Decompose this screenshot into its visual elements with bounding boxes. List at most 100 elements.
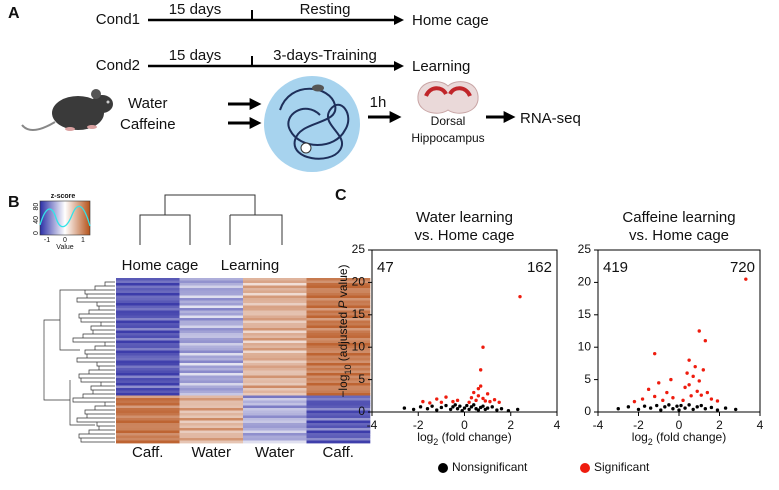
heatmap-cell [243, 325, 307, 329]
outcome: Learning [412, 58, 470, 75]
data-point [472, 390, 476, 395]
heatmap-cell [306, 340, 371, 344]
heatmap-cell [116, 355, 180, 359]
heatmap-cell [306, 355, 371, 359]
heatmap-cell [243, 403, 307, 406]
x-tick-label: 2 [507, 418, 514, 432]
heatmap-cell [306, 395, 371, 399]
heatmap-cell [179, 405, 244, 409]
heatmap-cell [179, 290, 244, 294]
heatmap-cell [306, 305, 371, 309]
data-point [455, 398, 460, 403]
x-axis-label-part: log [632, 430, 648, 444]
heatmap-cell [306, 365, 371, 369]
data-point [663, 405, 667, 409]
heatmap-cell [306, 293, 371, 296]
heatmap-cell [243, 408, 307, 411]
data-point [667, 403, 671, 407]
y-axis-label: −log10 (adjusted P value) [336, 264, 353, 397]
heatmap-cell [116, 398, 180, 401]
heatmap-cell [306, 343, 371, 346]
data-point [697, 379, 701, 383]
data-point [428, 401, 432, 405]
legend-label: Nonsignificant [452, 460, 528, 474]
x-axis-label-part: 2 [648, 437, 653, 447]
y-tick-label: 25 [352, 242, 366, 256]
key-xlabel: Value [56, 244, 73, 251]
heatmap-cell [179, 348, 244, 351]
duration: 15 days [169, 47, 222, 64]
data-point [705, 390, 710, 395]
mouse-icon [21, 89, 113, 132]
heatmap-cell [116, 383, 180, 386]
data-point [695, 389, 699, 393]
chart-title: Caffeine learning [622, 209, 735, 226]
heatmap-cell [116, 418, 180, 421]
heatmap-cell [179, 385, 244, 389]
heatmap-cell [179, 338, 244, 341]
data-point [465, 403, 469, 408]
heatmap-cell [179, 400, 244, 404]
heatmap-cell [179, 320, 244, 324]
data-point [683, 385, 687, 390]
heatmap-cell [179, 305, 244, 309]
heatmap-cell [306, 350, 371, 354]
heatmap-cell [306, 400, 371, 404]
heatmap-cell [116, 435, 180, 439]
column-label: Water [192, 444, 231, 461]
data-point [655, 403, 659, 408]
heatmap-cell [243, 328, 307, 331]
data-point [472, 403, 476, 407]
heatmap-cell [306, 435, 371, 439]
heatmap-cell [116, 420, 180, 424]
heatmap-cell [243, 355, 307, 359]
heatmap-cell [306, 393, 371, 396]
heatmap-cell [179, 345, 244, 349]
heatmap-cell [179, 310, 244, 314]
heatmap-cell [243, 290, 307, 294]
heatmap-cell [243, 370, 307, 374]
heatmap-cell [116, 318, 180, 321]
heatmap-cell [243, 398, 307, 401]
heatmap-cell [306, 285, 371, 289]
heatmap-cell [179, 370, 244, 374]
data-point [709, 397, 714, 401]
data-point [699, 393, 703, 397]
heatmap-cell [116, 293, 180, 296]
heatmap-cell [306, 380, 371, 384]
heatmap-cell [243, 388, 307, 391]
data-point [444, 403, 448, 408]
heatmap-cell [306, 368, 371, 371]
annotation: 419 [603, 259, 628, 276]
data-point [701, 368, 705, 372]
heatmap-cell [116, 278, 180, 281]
data-point [693, 364, 697, 369]
heatmap-cell [306, 423, 371, 426]
heatmap-cell [243, 380, 307, 384]
heatmap-cell [306, 308, 371, 311]
heatmap-cell [243, 393, 307, 396]
data-point [679, 403, 683, 408]
x-axis-label: log2 (fold change) [632, 430, 726, 447]
heatmap-cell [179, 403, 244, 406]
heatmap-cell [243, 330, 307, 334]
heatmap-cell [116, 378, 180, 381]
heatmap-cell [306, 315, 371, 319]
heatmap-cell [306, 283, 371, 286]
heatmap-cell [116, 285, 180, 289]
data-point [476, 394, 481, 398]
heatmap-cell [116, 375, 180, 379]
column-label: Caff. [323, 444, 354, 461]
data-point [467, 400, 471, 404]
data-point [703, 407, 708, 411]
heatmap-cell [116, 423, 180, 426]
heatmap-cell [306, 385, 371, 389]
heatmap-cell [179, 318, 244, 321]
heatmap-cell [179, 313, 244, 316]
heatmap-cell [306, 398, 371, 401]
heatmap-cell [179, 295, 244, 299]
y-axis-label-part: value) [336, 264, 350, 300]
heatmap-cell [243, 395, 307, 399]
heatmap-cell [306, 413, 371, 416]
heatmap-cell [116, 343, 180, 346]
